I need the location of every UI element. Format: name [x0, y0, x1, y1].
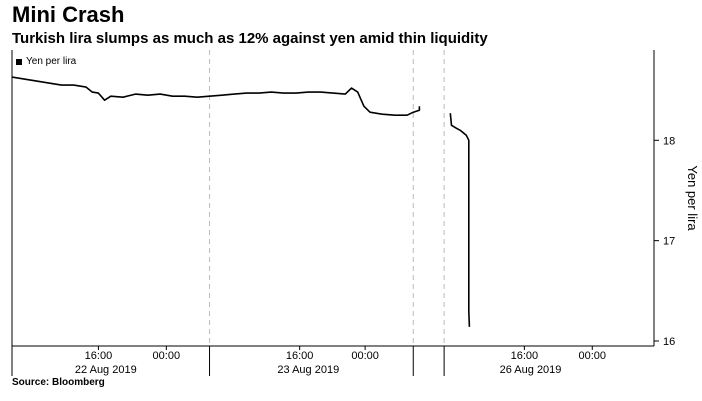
x-tick-label: 16:00 — [286, 350, 314, 362]
y-tick-label: 17 — [663, 236, 675, 248]
legend-label: Yen per lira — [26, 56, 77, 67]
chart-subtitle: Turkish lira slumps as much as 12% again… — [12, 30, 488, 47]
y-axis-label: Yen per lira — [685, 165, 700, 231]
x-tick-label: 16:00 — [511, 350, 539, 362]
date-label: 26 Aug 2019 — [500, 364, 562, 376]
series-line — [11, 76, 421, 116]
x-tick-label: 00:00 — [579, 350, 607, 362]
series-line — [449, 113, 471, 327]
chart-title: Mini Crash — [12, 2, 125, 27]
x-tick-label: 16:00 — [85, 350, 113, 362]
y-tick-label: 16 — [663, 336, 675, 348]
y-tick-label: 18 — [663, 135, 675, 147]
date-label: 22 Aug 2019 — [75, 364, 137, 376]
source-note: Source: Bloomberg — [12, 377, 105, 388]
x-tick-label: 00:00 — [351, 350, 379, 362]
x-tick-label: 00:00 — [153, 350, 181, 362]
legend: Yen per lira — [16, 56, 76, 67]
date-label: 23 Aug 2019 — [277, 364, 339, 376]
legend-swatch — [16, 58, 22, 65]
